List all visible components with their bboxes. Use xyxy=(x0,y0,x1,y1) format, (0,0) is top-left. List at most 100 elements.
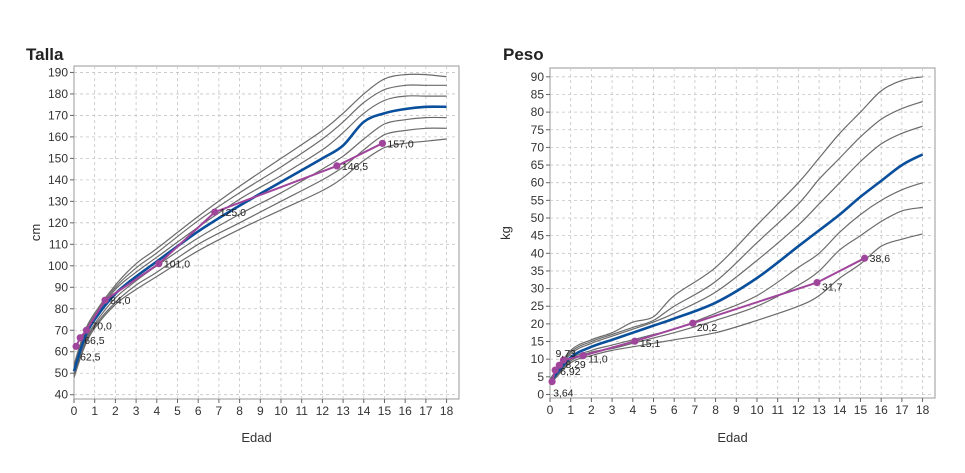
chart-title: Peso xyxy=(503,45,544,64)
median-line-p50 xyxy=(72,105,447,372)
patient-point-label: 66,5 xyxy=(84,335,105,347)
patient-point[interactable] xyxy=(101,296,109,304)
patient-point-label: 8,29 xyxy=(565,359,586,371)
patient-point[interactable] xyxy=(548,378,556,386)
x-tick-label: 8 xyxy=(712,403,719,417)
x-axis-label: Edad xyxy=(241,430,271,445)
median-line-p50 xyxy=(548,153,924,383)
y-tick-label: 170 xyxy=(48,108,68,122)
gridlines xyxy=(550,68,935,398)
patient-point-label: 11,0 xyxy=(588,354,608,366)
x-tick-label: 12 xyxy=(792,403,806,417)
x-tick-label: 5 xyxy=(650,403,657,417)
x-tick-label: 10 xyxy=(750,403,764,417)
x-tick-label: 9 xyxy=(257,404,264,418)
patient-point[interactable] xyxy=(861,254,869,262)
y-tick-label: 180 xyxy=(48,87,68,101)
patient-point[interactable] xyxy=(631,337,639,345)
x-tick-label: 3 xyxy=(609,403,616,417)
patient-point-label: 84,0 xyxy=(110,295,131,307)
y-tick-label: 50 xyxy=(55,366,69,380)
x-tick-label: 16 xyxy=(875,403,889,417)
x-tick-label: 8 xyxy=(236,404,243,418)
patient-point-label: 20,2 xyxy=(697,322,718,334)
patient-point-label: 70,0 xyxy=(91,320,112,332)
x-tick-label: 1 xyxy=(91,404,98,418)
y-tick-label: 190 xyxy=(48,65,68,79)
patient-point-label: 146,5 xyxy=(342,161,368,173)
plot-area xyxy=(549,67,936,399)
x-tick-label: 2 xyxy=(588,403,595,417)
x-tick-label: 13 xyxy=(336,404,350,418)
gridlines xyxy=(74,66,459,399)
patient-point[interactable] xyxy=(72,342,80,350)
x-tick-label: 13 xyxy=(812,403,826,417)
patient-point[interactable] xyxy=(76,334,84,342)
patient-point[interactable] xyxy=(559,356,568,364)
patient-point[interactable] xyxy=(333,162,341,170)
patient-point-label: 125,0 xyxy=(220,207,246,219)
patient-point[interactable] xyxy=(155,260,163,268)
y-axis-label: kg xyxy=(498,226,513,240)
y-tick-label: 10 xyxy=(531,352,545,366)
x-tick-label: 2 xyxy=(112,404,119,418)
y-tick-label: 80 xyxy=(531,105,545,119)
x-tick-label: 14 xyxy=(357,404,371,418)
y-tick-label: 65 xyxy=(531,158,545,172)
x-tick-label: 18 xyxy=(440,404,454,418)
x-tick-label: 0 xyxy=(547,403,554,417)
patient-point-label: 6,92 xyxy=(560,366,581,378)
percentile-line-p90 xyxy=(549,100,923,381)
x-tick-label: 5 xyxy=(174,404,181,418)
y-tick-label: 50 xyxy=(531,211,545,225)
patient-point[interactable] xyxy=(689,319,697,327)
x-tick-label: 6 xyxy=(195,404,202,418)
percentile-line-p25 xyxy=(73,116,447,374)
y-tick-label: 5 xyxy=(537,370,544,384)
patient-point-label: 9,73 xyxy=(555,348,576,360)
x-tick-label: 6 xyxy=(671,403,678,417)
patient-point[interactable] xyxy=(579,352,587,360)
x-axis-label: Edad xyxy=(717,430,747,445)
x-tick-label: 0 xyxy=(71,404,78,418)
x-tick-label: 10 xyxy=(274,404,288,418)
percentile-line-p25 xyxy=(549,182,923,384)
y-tick-label: 40 xyxy=(55,388,69,402)
patient-point[interactable] xyxy=(551,366,559,374)
percentile-line-p3 xyxy=(73,138,447,378)
x-tick-label: 14 xyxy=(833,403,847,417)
x-tick-label: 17 xyxy=(895,403,909,417)
patient-point[interactable] xyxy=(378,139,387,147)
patient-point-label: 62,5 xyxy=(80,351,101,363)
y-tick-label: 40 xyxy=(531,246,545,260)
chart-title: Talla xyxy=(26,45,64,64)
y-tick-label: 70 xyxy=(55,323,69,337)
x-tick-label: 7 xyxy=(216,404,223,418)
x-tick-label: 9 xyxy=(733,403,740,417)
patient-point-label: 31,7 xyxy=(822,282,843,294)
y-tick-label: 45 xyxy=(531,229,545,243)
y-tick-label: 85 xyxy=(531,87,545,101)
patient-point-label: 3,64 xyxy=(553,388,574,400)
y-tick-label: 60 xyxy=(55,345,69,359)
patient-point[interactable] xyxy=(813,278,821,287)
x-tick-label: 17 xyxy=(419,404,433,418)
y-tick-label: 160 xyxy=(48,130,68,144)
y-tick-label: 150 xyxy=(48,151,68,165)
y-tick-label: 60 xyxy=(531,176,545,190)
y-tick-label: 90 xyxy=(55,280,69,294)
y-tick-label: 90 xyxy=(531,70,545,84)
y-tick-label: 110 xyxy=(49,237,68,251)
x-tick-label: 15 xyxy=(854,403,868,417)
x-tick-label: 11 xyxy=(295,404,308,418)
y-tick-label: 100 xyxy=(48,259,68,273)
y-tick-label: 80 xyxy=(55,302,69,316)
x-tick-label: 12 xyxy=(316,404,330,418)
patient-point[interactable] xyxy=(555,361,563,369)
percentile-line-p10 xyxy=(73,127,447,376)
patient-point[interactable] xyxy=(82,326,91,334)
patient-point[interactable] xyxy=(211,208,219,216)
